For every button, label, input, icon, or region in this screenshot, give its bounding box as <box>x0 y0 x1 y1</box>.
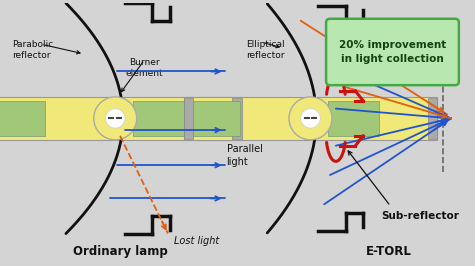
Text: E-TORL: E-TORL <box>366 245 411 258</box>
Circle shape <box>105 109 125 128</box>
Text: Ordinary lamp: Ordinary lamp <box>73 245 168 258</box>
Text: Burner
element: Burner element <box>126 58 163 78</box>
Bar <box>232 98 242 139</box>
Text: Parabolic
reflector: Parabolic reflector <box>12 40 53 60</box>
Bar <box>133 101 183 136</box>
Text: Elliptical
reflector: Elliptical reflector <box>246 40 285 60</box>
Bar <box>190 101 240 136</box>
Bar <box>183 97 437 140</box>
Circle shape <box>94 97 137 140</box>
FancyBboxPatch shape <box>326 19 459 85</box>
Text: 20% improvement
in light collection: 20% improvement in light collection <box>339 40 446 64</box>
Bar <box>0 101 45 136</box>
Bar <box>183 98 193 139</box>
Text: Lost light: Lost light <box>174 235 219 246</box>
Bar <box>328 101 379 136</box>
Circle shape <box>289 97 332 140</box>
Circle shape <box>301 109 320 128</box>
Text: Sub-reflector: Sub-reflector <box>381 211 459 221</box>
Bar <box>0 97 242 140</box>
Text: Parallel
light: Parallel light <box>227 144 262 167</box>
Bar <box>428 98 437 139</box>
